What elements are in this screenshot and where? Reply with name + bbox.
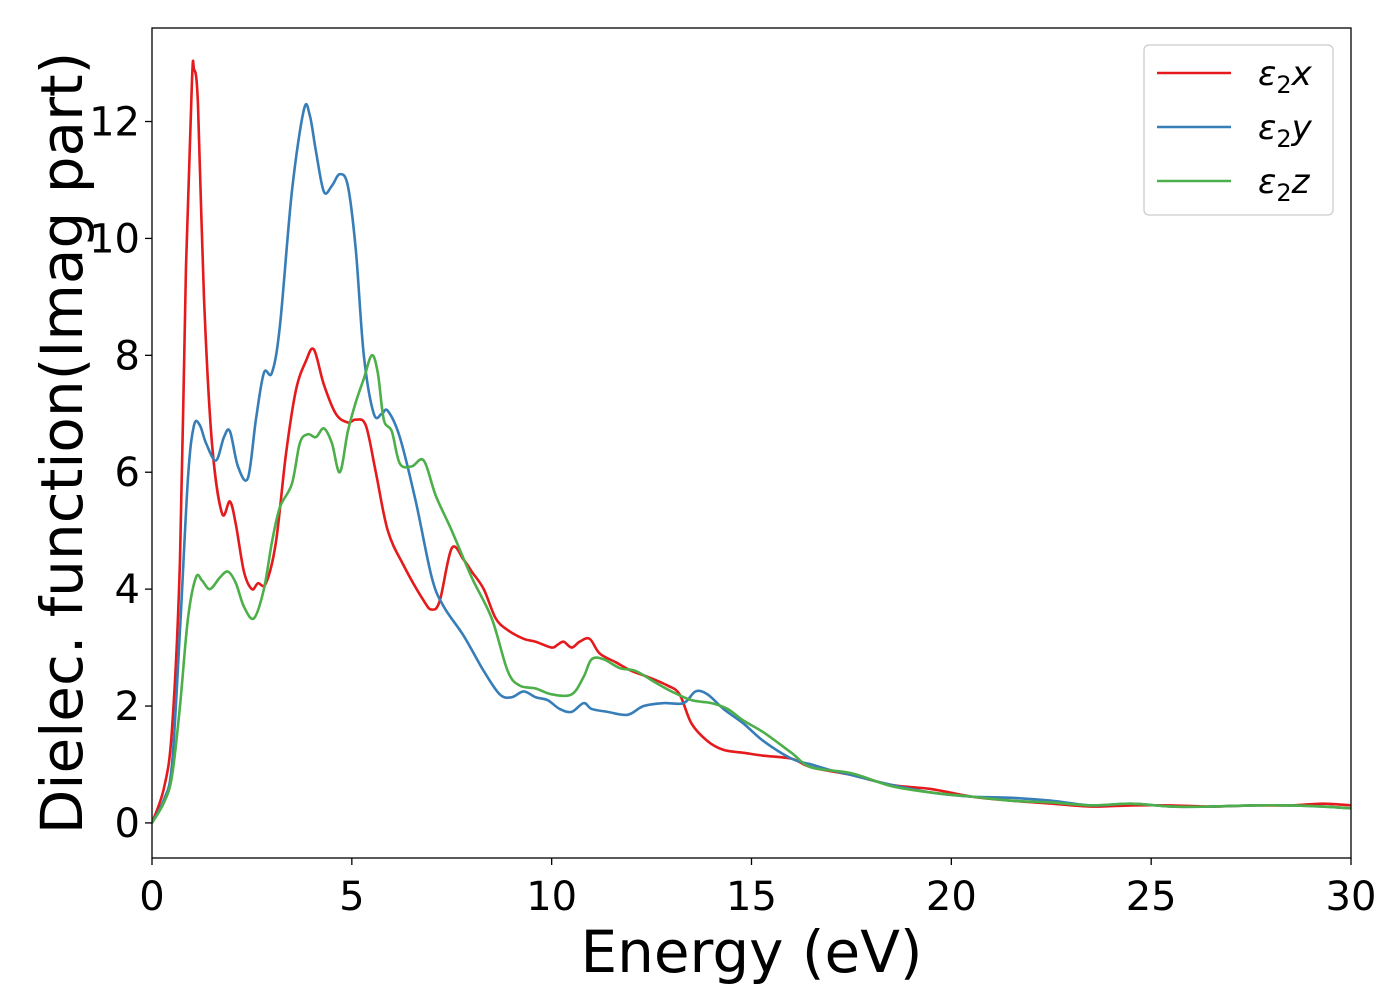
legend-box <box>1143 44 1334 216</box>
legend-label-z: ε2z <box>1258 162 1311 207</box>
y-tick-label: 4 <box>115 567 140 613</box>
legend-label-y: ε2y <box>1258 108 1313 153</box>
legend-subscript: 2 <box>1276 179 1291 207</box>
y-tick-label: 6 <box>115 450 140 496</box>
x-tick-label: 15 <box>726 874 777 920</box>
legend-subscript: 2 <box>1276 71 1291 99</box>
series-layer <box>152 59 1351 824</box>
y-tick-label: 8 <box>115 333 140 379</box>
x-axis-title: Energy (eV) <box>580 918 922 986</box>
x-tick-label: 20 <box>926 874 977 920</box>
legend-component: z <box>1291 162 1311 202</box>
y-axis-title: Dielec. function(Imag part) <box>28 52 96 835</box>
x-tick-label: 5 <box>339 874 364 920</box>
y-tick-label: 0 <box>115 801 140 847</box>
series-line-z <box>152 354 1351 824</box>
x-tick-label: 30 <box>1326 874 1377 920</box>
legend-epsilon: ε <box>1258 54 1276 94</box>
x-tick-label: 25 <box>1126 874 1177 920</box>
legend-epsilon: ε <box>1258 162 1276 202</box>
legend-component: y <box>1291 108 1313 148</box>
x-tick-label: 0 <box>139 874 164 920</box>
legend-label-x: ε2x <box>1258 54 1313 99</box>
y-tick-label: 2 <box>115 684 140 730</box>
y-tick-label: 12 <box>89 100 140 146</box>
legend-subscript: 2 <box>1276 125 1291 153</box>
x-tick-label: 10 <box>526 874 577 920</box>
legend-component: x <box>1291 54 1313 94</box>
ticks-layer: 0 5 10 15 20 25 30 0 2 4 6 8 10 12 <box>89 100 1376 920</box>
legend-epsilon: ε <box>1258 108 1276 148</box>
y-tick-label: 10 <box>89 216 140 262</box>
